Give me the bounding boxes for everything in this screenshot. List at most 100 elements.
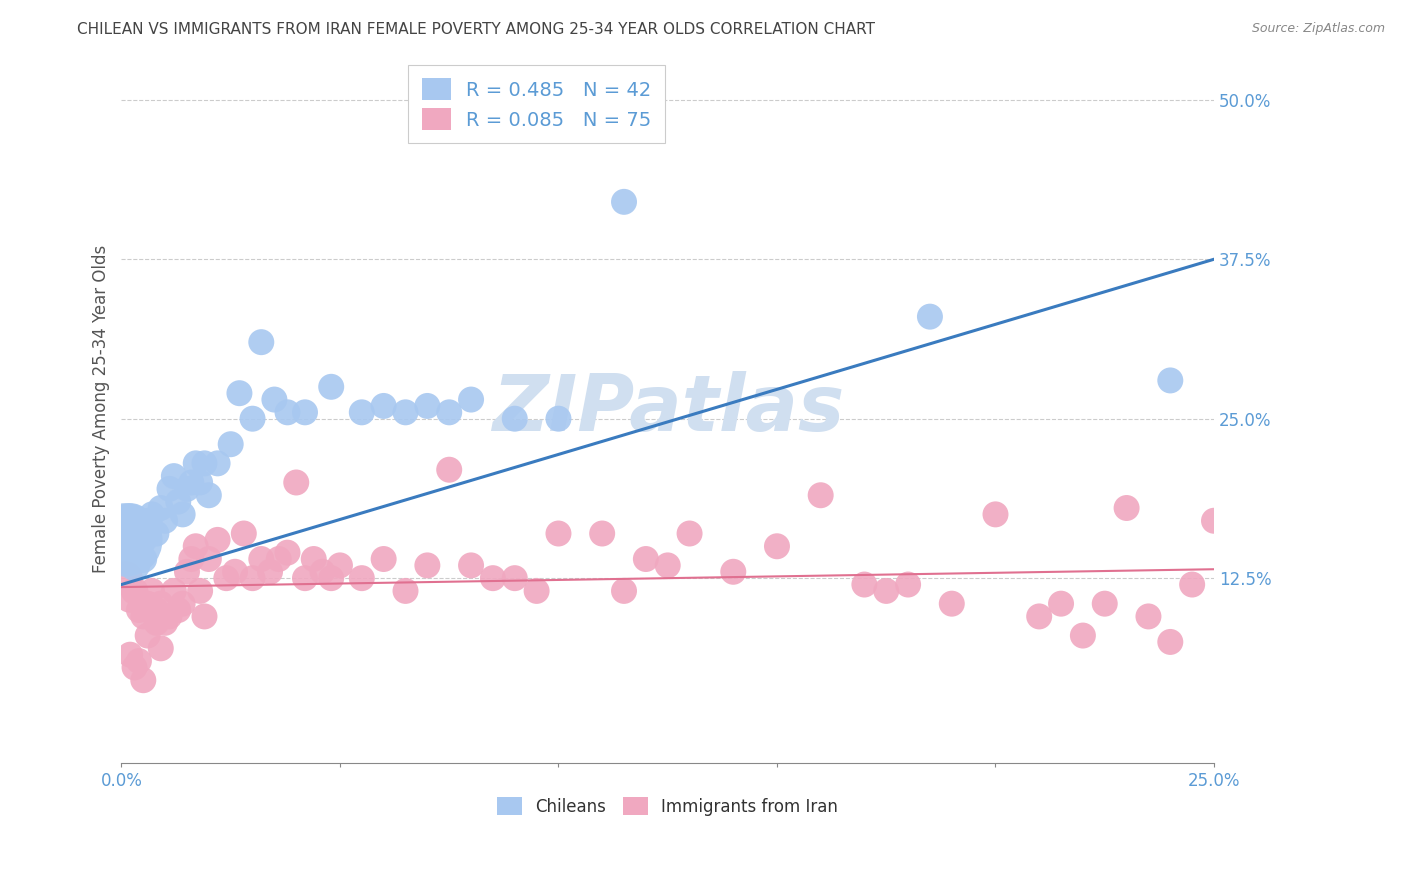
Point bbox=[373, 552, 395, 566]
Point bbox=[1028, 609, 1050, 624]
Point bbox=[250, 335, 273, 350]
Point bbox=[163, 583, 186, 598]
Point bbox=[149, 597, 172, 611]
Point bbox=[416, 558, 439, 573]
Y-axis label: Female Poverty Among 25-34 Year Olds: Female Poverty Among 25-34 Year Olds bbox=[93, 245, 110, 574]
Point bbox=[394, 583, 416, 598]
Point bbox=[193, 456, 215, 470]
Point bbox=[232, 526, 254, 541]
Point bbox=[613, 194, 636, 209]
Point bbox=[276, 405, 298, 419]
Point bbox=[1202, 514, 1225, 528]
Point bbox=[141, 583, 163, 598]
Point bbox=[176, 482, 198, 496]
Point bbox=[941, 597, 963, 611]
Point bbox=[120, 591, 142, 605]
Point bbox=[250, 552, 273, 566]
Point bbox=[132, 552, 155, 566]
Point bbox=[810, 488, 832, 502]
Point bbox=[503, 571, 526, 585]
Point bbox=[124, 558, 146, 573]
Point bbox=[437, 405, 460, 419]
Point bbox=[547, 526, 569, 541]
Point bbox=[482, 571, 505, 585]
Point bbox=[188, 475, 211, 490]
Point bbox=[207, 533, 229, 547]
Point bbox=[897, 577, 920, 591]
Point bbox=[215, 571, 238, 585]
Point bbox=[172, 508, 194, 522]
Point bbox=[159, 609, 181, 624]
Point bbox=[172, 597, 194, 611]
Point bbox=[124, 546, 146, 560]
Point bbox=[657, 558, 679, 573]
Point bbox=[591, 526, 613, 541]
Point bbox=[350, 405, 373, 419]
Point bbox=[153, 615, 176, 630]
Point bbox=[723, 565, 745, 579]
Point bbox=[124, 660, 146, 674]
Point bbox=[132, 673, 155, 688]
Point bbox=[373, 399, 395, 413]
Point bbox=[302, 552, 325, 566]
Point bbox=[321, 380, 343, 394]
Point bbox=[120, 648, 142, 662]
Point bbox=[219, 437, 242, 451]
Point bbox=[1137, 609, 1160, 624]
Point bbox=[294, 571, 316, 585]
Point bbox=[114, 571, 136, 585]
Text: CHILEAN VS IMMIGRANTS FROM IRAN FEMALE POVERTY AMONG 25-34 YEAR OLDS CORRELATION: CHILEAN VS IMMIGRANTS FROM IRAN FEMALE P… bbox=[77, 22, 876, 37]
Point bbox=[128, 654, 150, 668]
Point bbox=[193, 609, 215, 624]
Point bbox=[180, 552, 202, 566]
Point bbox=[132, 609, 155, 624]
Point bbox=[918, 310, 941, 324]
Point bbox=[984, 508, 1007, 522]
Point bbox=[1159, 635, 1181, 649]
Point bbox=[136, 597, 159, 611]
Point bbox=[207, 456, 229, 470]
Point bbox=[228, 386, 250, 401]
Point bbox=[875, 583, 897, 598]
Point bbox=[1050, 597, 1073, 611]
Point bbox=[678, 526, 700, 541]
Point bbox=[163, 469, 186, 483]
Point bbox=[294, 405, 316, 419]
Point bbox=[242, 411, 264, 425]
Point bbox=[285, 475, 308, 490]
Point bbox=[198, 552, 221, 566]
Point bbox=[1159, 373, 1181, 387]
Point bbox=[184, 539, 207, 553]
Point bbox=[1115, 501, 1137, 516]
Point bbox=[766, 539, 789, 553]
Point bbox=[198, 488, 221, 502]
Point bbox=[167, 494, 190, 508]
Point bbox=[149, 501, 172, 516]
Point bbox=[1094, 597, 1116, 611]
Point bbox=[132, 533, 155, 547]
Point bbox=[167, 603, 190, 617]
Point bbox=[259, 565, 281, 579]
Point bbox=[128, 603, 150, 617]
Point bbox=[224, 565, 246, 579]
Point bbox=[153, 514, 176, 528]
Point bbox=[276, 546, 298, 560]
Text: Source: ZipAtlas.com: Source: ZipAtlas.com bbox=[1251, 22, 1385, 36]
Point bbox=[329, 558, 352, 573]
Point bbox=[437, 463, 460, 477]
Point bbox=[141, 508, 163, 522]
Point bbox=[176, 565, 198, 579]
Point bbox=[145, 603, 167, 617]
Point bbox=[350, 571, 373, 585]
Point bbox=[460, 392, 482, 407]
Point bbox=[1181, 577, 1204, 591]
Text: ZIPatlas: ZIPatlas bbox=[492, 371, 844, 447]
Point bbox=[394, 405, 416, 419]
Point bbox=[184, 456, 207, 470]
Point bbox=[460, 558, 482, 573]
Point bbox=[311, 565, 333, 579]
Point bbox=[180, 475, 202, 490]
Point bbox=[547, 411, 569, 425]
Point bbox=[149, 641, 172, 656]
Point bbox=[263, 392, 285, 407]
